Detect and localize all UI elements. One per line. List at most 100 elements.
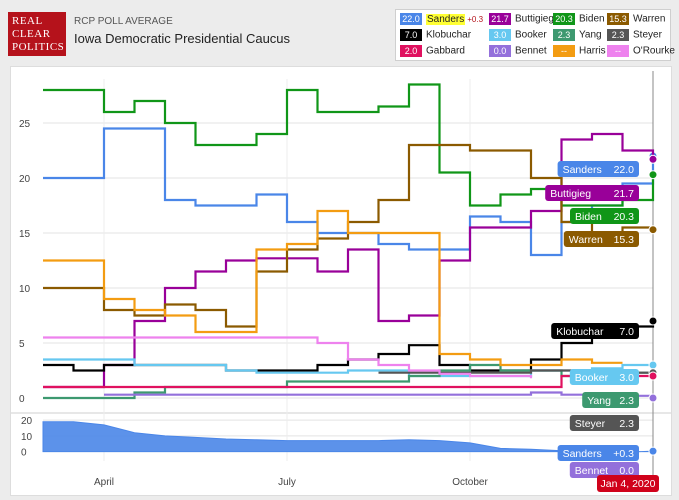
- legend-change: +0.3: [467, 14, 484, 24]
- chart-title: Iowa Democratic Presidential Caucus: [74, 31, 291, 46]
- end-label-booker[interactable]: Booker 3.0: [569, 369, 639, 385]
- legend-value-badge: 7.0: [400, 29, 422, 41]
- legend-value-badge: 0.0: [489, 45, 511, 57]
- end-label-biden[interactable]: Biden 20.3: [570, 208, 639, 224]
- end-label-box: [557, 161, 639, 177]
- end-label-steyer[interactable]: Steyer 2.3: [569, 415, 639, 431]
- logo-line-3: POLITICS: [12, 41, 65, 53]
- end-point-bennet[interactable]: [648, 393, 658, 403]
- spread-end-label-bennet[interactable]: Bennet 0.0: [569, 462, 639, 478]
- spread-end-label-sanders[interactable]: Sanders +0.3: [557, 445, 639, 461]
- end-label-klobuchar[interactable]: Klobuchar 7.0: [551, 323, 639, 339]
- logo-line-2: CLEAR: [12, 28, 51, 40]
- end-label-name: Bennet: [575, 465, 608, 477]
- end-label-box: [570, 208, 639, 224]
- series-line-harris[interactable]: [43, 209, 623, 367]
- end-label-yang[interactable]: Yang 2.3: [582, 392, 639, 408]
- date-label: Jan 4, 2020: [597, 475, 659, 492]
- end-label-value: 0.0: [619, 465, 634, 477]
- end-label-box: [545, 185, 639, 201]
- logo-line-1: REAL: [12, 15, 43, 27]
- y-tick-label: 15: [19, 229, 31, 240]
- legend-value-badge: 15.3: [607, 13, 629, 25]
- end-label-box: [557, 445, 639, 461]
- legend-item-bennet[interactable]: 0.0 Bennet: [489, 45, 547, 58]
- end-label-value: 20.3: [614, 211, 635, 223]
- end-label-value: 3.0: [619, 372, 634, 384]
- end-label-name: Buttigieg: [550, 188, 591, 200]
- legend-candidate-name: Buttigieg: [515, 13, 554, 25]
- legend-value-badge: 2.3: [553, 29, 575, 41]
- legend-item-orourke[interactable]: -- O'Rourke: [607, 45, 675, 58]
- legend-item-gabbard[interactable]: 2.0 Gabbard: [400, 45, 465, 58]
- y-tick-label: 0: [19, 394, 25, 405]
- legend-value-badge: 3.0: [489, 29, 511, 41]
- end-label-box: [569, 415, 639, 431]
- end-label-name: Sanders: [563, 448, 602, 460]
- legend-value-badge: 21.7: [489, 13, 511, 25]
- poll-chart[interactable]: 0 5 10 15 20 25 0 10 20 April July October Sanders 2…: [11, 67, 671, 495]
- x-tick-label: July: [278, 477, 296, 488]
- x-tick-label: October: [452, 477, 488, 488]
- legend-item-harris[interactable]: -- Harris: [553, 45, 606, 58]
- series-line-gabbard[interactable]: [43, 374, 653, 389]
- legend-candidate-name: Yang: [579, 29, 602, 41]
- legend-item-klobuchar[interactable]: 7.0 Klobuchar: [400, 29, 471, 42]
- y-tick-label: 20: [19, 174, 31, 185]
- end-point-buttigieg[interactable]: [648, 154, 658, 164]
- end-label-name: Klobuchar: [556, 326, 604, 338]
- end-label-box: [569, 369, 639, 385]
- legend-candidate-name: Klobuchar: [426, 29, 472, 41]
- legend-candidate-name: O'Rourke: [633, 45, 675, 57]
- end-point-klobuchar[interactable]: [648, 316, 658, 326]
- legend-item-biden[interactable]: 20.3 Biden: [553, 13, 605, 26]
- legend-candidate-name: Bennet: [515, 45, 547, 57]
- end-label-box: [569, 462, 639, 478]
- legend-item-warren[interactable]: 15.3 Warren: [607, 13, 665, 26]
- end-label-value: 22.0: [614, 164, 635, 176]
- end-label-name: Yang: [587, 395, 611, 407]
- legend-value-badge: 20.3: [553, 13, 575, 25]
- legend-candidate-name: Steyer: [633, 29, 662, 41]
- spread-end-point[interactable]: [648, 446, 658, 456]
- legend-candidate-name: Sanders: [426, 13, 466, 25]
- series-line-bennet[interactable]: [104, 391, 655, 399]
- end-label-value: 15.3: [614, 234, 635, 246]
- end-label-value: 21.7: [614, 188, 635, 200]
- legend-value-badge: 2.3: [607, 29, 629, 41]
- legend-value-badge: --: [553, 45, 575, 57]
- y-tick-label: 10: [19, 284, 31, 295]
- candidate-legend: 22.0 Sanders +0.3 21.7 Buttigieg 20.3 Biden 15.…: [395, 9, 675, 61]
- legend-value-badge: 22.0: [400, 13, 422, 25]
- end-point-warren[interactable]: [648, 225, 658, 235]
- end-label-name: Steyer: [575, 418, 606, 430]
- legend-item-booker[interactable]: 3.0 Booker: [489, 29, 547, 42]
- end-label-warren[interactable]: Warren 15.3: [563, 231, 639, 247]
- header: REAL CLEAR POLITICS RCP POLL AVERAGE Iow…: [0, 0, 679, 64]
- end-point-booker[interactable]: [648, 360, 658, 370]
- series-line-orourke[interactable]: [43, 336, 533, 379]
- date-label-text: Jan 4, 2020: [601, 478, 656, 490]
- chart-subtitle: RCP POLL AVERAGE: [74, 16, 173, 27]
- end-label-buttigieg[interactable]: Buttigieg 21.7: [545, 185, 639, 201]
- end-label-box: [582, 392, 639, 408]
- end-label-sanders[interactable]: Sanders 22.0: [557, 161, 639, 177]
- end-label-box: [551, 323, 639, 339]
- spread-y-tick-label: 0: [21, 448, 27, 459]
- legend-item-yang[interactable]: 2.3 Yang: [553, 29, 602, 42]
- end-label-value: 2.3: [619, 395, 634, 407]
- end-point-gabbard[interactable]: [648, 371, 658, 381]
- legend-item-sanders[interactable]: 22.0 Sanders +0.3: [400, 13, 483, 26]
- rcp-logo[interactable]: REAL CLEAR POLITICS: [8, 12, 66, 56]
- y-tick-label: 25: [19, 119, 31, 130]
- legend-item-steyer[interactable]: 2.3 Steyer: [607, 29, 662, 42]
- end-label-box: [563, 231, 639, 247]
- end-label-name: Warren: [569, 234, 603, 246]
- legend-item-buttigieg[interactable]: 21.7 Buttigieg: [489, 13, 554, 26]
- end-label-name: Sanders: [563, 164, 602, 176]
- date-label-box: [597, 475, 659, 492]
- legend-candidate-name: Warren: [633, 13, 666, 25]
- spread-y-tick-label: 10: [21, 432, 33, 443]
- legend-candidate-name: Biden: [579, 13, 605, 25]
- end-point-biden[interactable]: [648, 170, 658, 180]
